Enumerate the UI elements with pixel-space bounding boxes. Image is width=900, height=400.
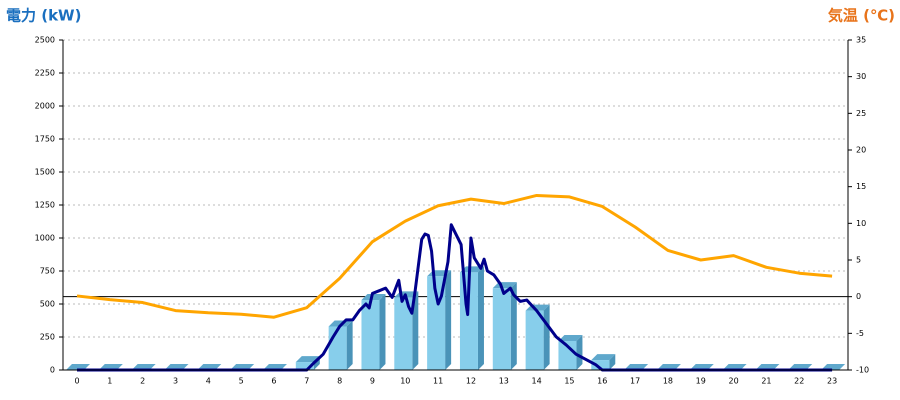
x-tick-label: 21	[761, 377, 771, 386]
y2-tick-label: -5	[856, 329, 864, 338]
bar-front	[361, 300, 380, 370]
bar-side	[543, 304, 550, 370]
bar-side	[445, 270, 452, 370]
bar-side	[576, 334, 583, 370]
bar	[591, 354, 616, 370]
y2-tick-label: 20	[856, 146, 866, 155]
bar-side	[379, 294, 386, 370]
bar-front	[492, 288, 511, 370]
bar	[558, 334, 583, 370]
x-tick-label: 15	[564, 377, 574, 386]
y2-tick-label: 10	[856, 219, 866, 228]
y2-tick-label: 5	[856, 256, 861, 265]
x-tick-label: 7	[304, 377, 309, 386]
x-tick-label: 22	[794, 377, 804, 386]
x-tick-label: 3	[173, 377, 178, 386]
left-axis-title: 電力 (kW)	[6, 7, 81, 25]
y-tick-label: 1500	[35, 168, 55, 177]
x-tick-label: 13	[499, 377, 509, 386]
x-tick-label: 23	[827, 377, 837, 386]
bar	[328, 320, 353, 370]
x-tick-label: 18	[663, 377, 673, 386]
x-tick-label: 0	[74, 377, 79, 386]
y2-tick-label: -10	[856, 366, 869, 375]
y-tick-label: 1250	[35, 201, 55, 210]
y2-tick-label: 25	[856, 109, 866, 118]
x-tick-label: 12	[466, 377, 476, 386]
x-tick-label: 10	[400, 377, 410, 386]
x-tick-label: 6	[271, 377, 276, 386]
y-tick-label: 1000	[35, 234, 55, 243]
bar-side	[609, 354, 616, 370]
y-tick-label: 1750	[35, 135, 55, 144]
bar-front	[295, 362, 314, 370]
bar-side	[510, 282, 517, 370]
line	[77, 223, 833, 372]
bar-front	[591, 360, 610, 370]
bar-side	[412, 291, 419, 370]
x-tick-label: 5	[239, 377, 244, 386]
y2-tick-label: 35	[856, 36, 866, 45]
x-tick-label: 8	[337, 377, 342, 386]
bar-top	[558, 334, 583, 341]
bar-side	[477, 266, 484, 370]
bar-front	[558, 340, 577, 370]
x-tick-label: 19	[696, 377, 706, 386]
bar	[525, 304, 550, 370]
x-tick-label: 11	[433, 377, 443, 386]
y-tick-label: 250	[40, 333, 55, 342]
x-tick-label: 14	[532, 377, 542, 386]
x-tick-label: 1	[107, 377, 112, 386]
bar-front	[328, 326, 347, 370]
bar-top	[459, 266, 484, 273]
x-tick-label: 16	[597, 377, 607, 386]
y2-tick-label: 15	[856, 182, 866, 191]
bar-front	[525, 310, 544, 370]
bar-top	[591, 354, 616, 361]
bar-top	[361, 294, 386, 301]
y-tick-label: 2000	[35, 102, 55, 111]
x-tick-label: 4	[206, 377, 211, 386]
y2-tick-label: 30	[856, 72, 866, 81]
x-tick-label: 9	[370, 377, 375, 386]
bar-front	[394, 297, 413, 370]
right-axis-title: 気温 (℃)	[828, 7, 895, 25]
y-tick-label: 750	[40, 267, 55, 276]
y-tick-label: 2500	[35, 36, 55, 45]
x-tick-label: 2	[140, 377, 145, 386]
y-tick-label: 500	[40, 300, 55, 309]
y-tick-label: 0	[50, 366, 55, 375]
line	[76, 193, 833, 319]
y2-tick-label: 0	[856, 292, 861, 301]
x-tick-label: 17	[630, 377, 640, 386]
y-tick-label: 2250	[35, 69, 55, 78]
bar-top	[295, 356, 320, 363]
x-tick-label: 20	[729, 377, 739, 386]
bar	[427, 270, 452, 370]
bar	[361, 294, 386, 370]
bar-side	[346, 320, 353, 370]
